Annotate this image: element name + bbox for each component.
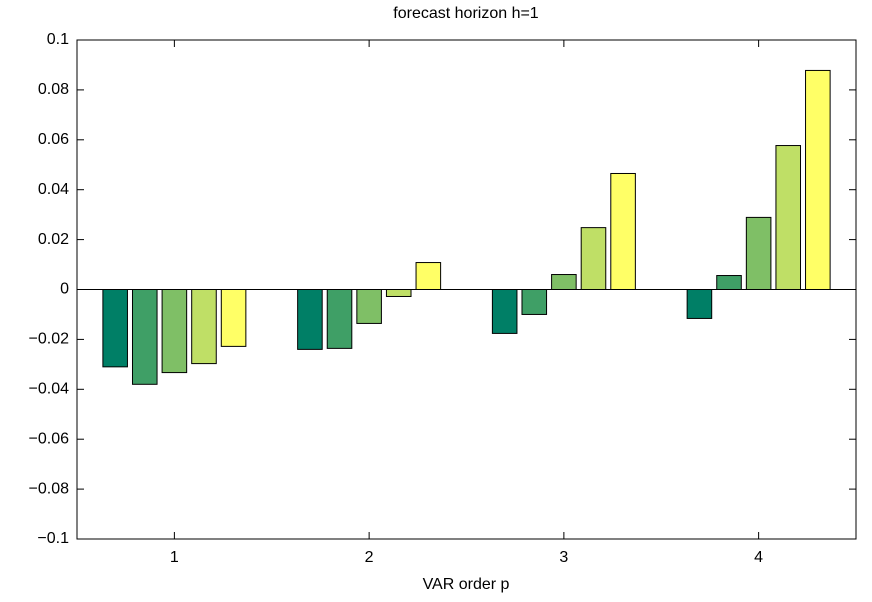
bar xyxy=(745,216,772,290)
bar xyxy=(191,289,217,365)
bar xyxy=(686,289,713,319)
bar xyxy=(102,289,128,368)
x-tick-label: 4 xyxy=(754,549,763,566)
y-tick-label: 0.06 xyxy=(38,131,69,148)
bar xyxy=(356,289,382,324)
bar xyxy=(610,172,636,290)
bar xyxy=(297,289,323,350)
bar xyxy=(491,289,518,334)
chart-title: forecast horizon h=1 xyxy=(393,5,539,22)
bar xyxy=(220,289,247,347)
y-tick-label: −0.02 xyxy=(29,331,70,348)
bar xyxy=(415,262,442,290)
x-tick-label: 1 xyxy=(170,549,179,566)
bar xyxy=(775,145,802,290)
y-tick-label: 0.1 xyxy=(47,31,69,48)
x-tick-label: 3 xyxy=(559,549,568,566)
bar xyxy=(385,289,412,297)
y-tick-label: 0.02 xyxy=(38,231,69,248)
x-axis-label: VAR order p xyxy=(423,576,510,593)
y-tick-label: 0.08 xyxy=(38,81,69,98)
y-tick-label: 0 xyxy=(60,281,69,298)
bar xyxy=(326,289,353,349)
bar xyxy=(716,275,742,291)
y-tick-label: 0.04 xyxy=(38,181,69,198)
bar xyxy=(580,227,607,290)
bar xyxy=(161,289,188,374)
bar xyxy=(805,69,831,291)
bar xyxy=(521,289,548,315)
y-tick-label: −0.1 xyxy=(37,530,69,547)
y-tick-label: −0.04 xyxy=(29,381,70,398)
y-tick-label: −0.08 xyxy=(29,480,70,497)
bar xyxy=(131,289,158,385)
bar xyxy=(551,274,577,290)
y-tick-label: −0.06 xyxy=(29,430,70,447)
x-tick-label: 2 xyxy=(365,549,374,566)
